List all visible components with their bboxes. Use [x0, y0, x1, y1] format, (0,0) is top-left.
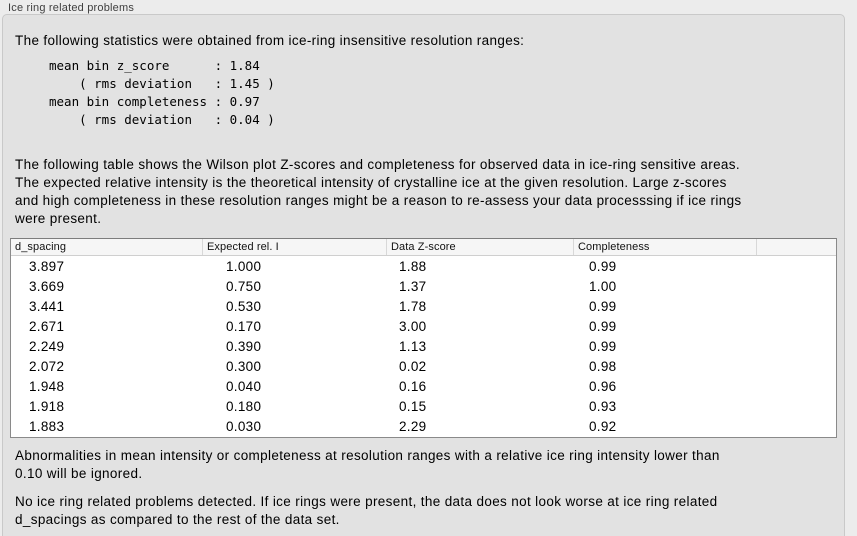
- table-cell: 2.249: [29, 338, 65, 354]
- table-cell: 2.072: [29, 358, 65, 374]
- table-cell: 3.00: [399, 318, 427, 334]
- table-cell: 1.88: [399, 258, 427, 274]
- description-line: and high completeness in these resolutio…: [15, 193, 742, 208]
- table-header-completeness[interactable]: Completeness: [574, 239, 757, 255]
- ignore-note-line: Abnormalities in mean intensity or compl…: [15, 448, 720, 463]
- table-header-d-spacing[interactable]: d_spacing: [11, 239, 203, 255]
- table-cell: 0.15: [399, 398, 427, 414]
- table-cell: 0.040: [226, 378, 262, 394]
- conclusion-text: No ice ring related problems detected. I…: [15, 493, 718, 529]
- groupbox: The following statistics were obtained f…: [2, 14, 845, 536]
- table-cell: 0.99: [589, 258, 617, 274]
- table-row[interactable]: 1.883 0.030 2.29 0.92: [11, 416, 836, 436]
- table-cell: 0.99: [589, 298, 617, 314]
- description-line: The expected relative intensity is the t…: [15, 175, 727, 190]
- table-cell: 1.883: [29, 418, 65, 434]
- table-cell: 0.96: [589, 378, 617, 394]
- table-cell: 0.99: [589, 318, 617, 334]
- table-cell: 3.897: [29, 258, 65, 274]
- description-line: were present.: [15, 211, 102, 226]
- description-text: The following table shows the Wilson plo…: [15, 156, 742, 228]
- table-cell: 0.98: [589, 358, 617, 374]
- conclusion-line: d_spacings as compared to the rest of th…: [15, 512, 340, 527]
- table-header-row: d_spacing Expected rel. I Data Z-score C…: [11, 239, 836, 256]
- table-cell: 0.390: [226, 338, 262, 354]
- table-cell: 1.78: [399, 298, 427, 314]
- groupbox-title: Ice ring related problems: [8, 2, 135, 14]
- table-cell: 2.29: [399, 418, 427, 434]
- table-cell: 1.37: [399, 278, 427, 294]
- table-cell: 3.669: [29, 278, 65, 294]
- table-header-empty[interactable]: [757, 239, 836, 255]
- stats-block: mean bin z_score : 1.84 ( rms deviation …: [49, 58, 275, 127]
- table-row[interactable]: 3.441 0.530 1.78 0.99: [11, 296, 836, 316]
- ignore-note-text: Abnormalities in mean intensity or compl…: [15, 447, 720, 483]
- table-row[interactable]: 1.948 0.040 0.16 0.96: [11, 376, 836, 396]
- table-cell: 0.02: [399, 358, 427, 374]
- table-cell: 0.99: [589, 338, 617, 354]
- table-cell: 0.93: [589, 398, 617, 414]
- description-line: The following table shows the Wilson plo…: [15, 157, 740, 172]
- table-cell: 0.300: [226, 358, 262, 374]
- table-cell: 0.92: [589, 418, 617, 434]
- table-cell: 0.750: [226, 278, 262, 294]
- table-cell: 0.170: [226, 318, 262, 334]
- intro-text: The following statistics were obtained f…: [15, 33, 525, 48]
- table-row[interactable]: 2.249 0.390 1.13 0.99: [11, 336, 836, 356]
- table-row[interactable]: 2.671 0.170 3.00 0.99: [11, 316, 836, 336]
- table-cell: 1.918: [29, 398, 65, 414]
- table-row[interactable]: 3.669 0.750 1.37 1.00: [11, 276, 836, 296]
- table-row[interactable]: 3.897 1.000 1.88 0.99: [11, 256, 836, 276]
- table-cell: 1.000: [226, 258, 262, 274]
- table-cell: 0.030: [226, 418, 262, 434]
- table-cell: 0.530: [226, 298, 262, 314]
- ice-table-body: 3.897 1.000 1.88 0.99 3.669 0.750 1.37 1.00 3.44…: [11, 256, 836, 436]
- table-cell: 1.13: [399, 338, 427, 354]
- conclusion-line: No ice ring related problems detected. I…: [15, 494, 718, 509]
- table-row[interactable]: 1.918 0.180 0.15 0.93: [11, 396, 836, 416]
- table-cell: 2.671: [29, 318, 65, 334]
- table-header-data-z-score[interactable]: Data Z-score: [387, 239, 574, 255]
- ice-ring-table[interactable]: d_spacing Expected rel. I Data Z-score C…: [10, 238, 837, 438]
- table-row[interactable]: 2.072 0.300 0.02 0.98: [11, 356, 836, 376]
- ignore-note-line: 0.10 will be ignored.: [15, 466, 143, 481]
- table-cell: 1.948: [29, 378, 65, 394]
- table-cell: 1.00: [589, 278, 617, 294]
- table-cell: 0.180: [226, 398, 262, 414]
- table-header-expected-rel-i[interactable]: Expected rel. I: [203, 239, 387, 255]
- table-cell: 3.441: [29, 298, 65, 314]
- table-cell: 0.16: [399, 378, 427, 394]
